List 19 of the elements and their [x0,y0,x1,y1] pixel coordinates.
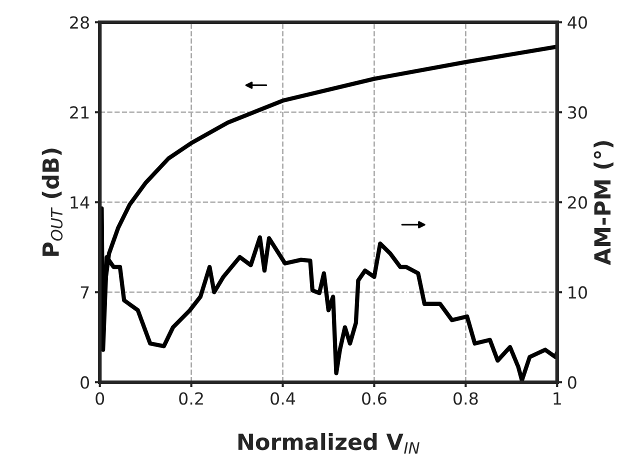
x-tick-label: 0.2 [179,392,203,405]
y-tick-label: 28 [70,16,89,29]
x-tick-label: 1 [554,392,561,405]
x-axis-title: Normalized V$_{IN}$ [238,433,420,454]
y-axis-title: P$_{OUT}$ (dB) [42,148,63,256]
y-tick-label: 0 [80,376,90,389]
y-tick-label: 14 [70,196,90,209]
y2-axis-title: AM-PM (°) [594,141,614,266]
x-tick-label: 0.4 [270,392,296,405]
y-tick-label: 21 [70,106,89,119]
y-tick-label: 7 [80,286,89,299]
y2-tick-label: 20 [568,196,587,209]
x-tick-label: 0.6 [362,392,386,405]
y2-tick-label: 30 [568,106,587,119]
y2-tick-label: 0 [568,376,576,389]
x-tick-label: 0.8 [454,392,478,405]
y2-tick-label: 10 [568,286,587,299]
y2-tick-label: 40 [568,16,587,29]
x-tick-label: 0 [96,392,104,405]
